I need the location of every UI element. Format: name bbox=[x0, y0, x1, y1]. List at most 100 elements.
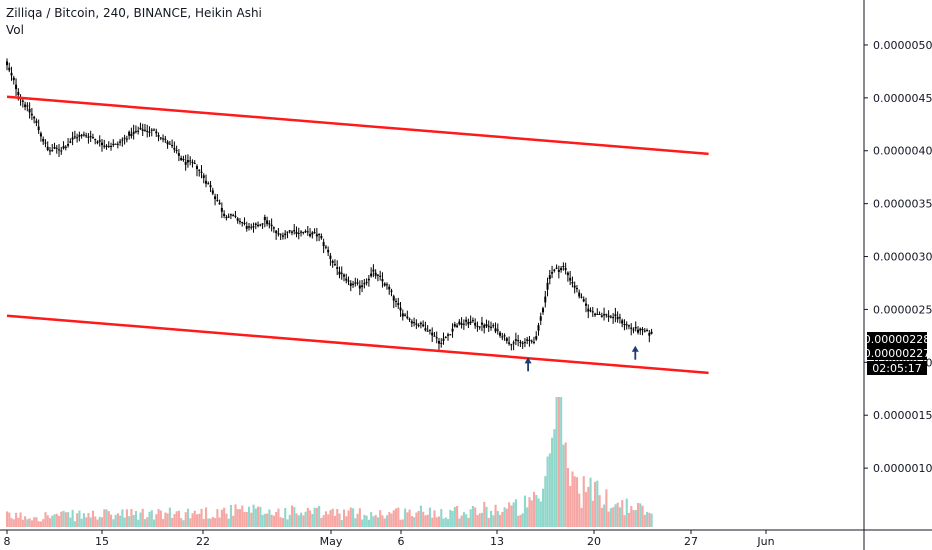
candle-body bbox=[564, 268, 567, 271]
volume-bar bbox=[342, 509, 346, 527]
volume-bar bbox=[295, 513, 298, 527]
candle-body bbox=[460, 323, 463, 325]
volume-bar bbox=[435, 517, 438, 527]
candle-body bbox=[266, 220, 269, 224]
volume-bar bbox=[207, 518, 210, 527]
volume-bar bbox=[388, 512, 391, 527]
marker-layer bbox=[524, 345, 639, 372]
volume-bar bbox=[146, 517, 149, 527]
candle-body bbox=[347, 280, 350, 282]
volume-bar bbox=[281, 518, 285, 527]
volume-bar bbox=[587, 486, 590, 527]
volume-bar bbox=[614, 504, 617, 527]
candle-body bbox=[453, 324, 456, 327]
volume-bar bbox=[530, 500, 533, 527]
candle-body bbox=[634, 326, 637, 329]
candle-body bbox=[198, 169, 201, 171]
candle-body bbox=[80, 134, 83, 136]
volume-bar bbox=[501, 511, 504, 527]
candle-body bbox=[435, 337, 438, 339]
volume-bar bbox=[48, 518, 52, 527]
candle-body bbox=[21, 100, 24, 102]
volume-bar bbox=[245, 512, 248, 527]
volume-bar bbox=[379, 510, 382, 527]
candle-body bbox=[87, 136, 90, 138]
candle-body bbox=[616, 316, 619, 320]
volume-bar bbox=[458, 518, 461, 527]
candle-body bbox=[17, 92, 20, 96]
volume-bar bbox=[225, 513, 228, 527]
candle-body bbox=[388, 286, 391, 290]
volume-bar bbox=[621, 500, 624, 527]
volume-bar bbox=[216, 509, 219, 527]
volume-bar bbox=[293, 507, 296, 527]
volume-bar bbox=[290, 505, 294, 527]
candle-body bbox=[259, 224, 262, 226]
candle-body bbox=[67, 144, 70, 146]
candle-body bbox=[627, 325, 630, 327]
candle-body bbox=[641, 328, 644, 330]
volume-bar bbox=[153, 519, 156, 527]
volume-bar bbox=[64, 512, 67, 527]
candle-body bbox=[157, 135, 160, 137]
price-tag-label: 02:05:17 bbox=[872, 362, 921, 375]
volume-bar bbox=[105, 509, 108, 527]
price-tag-bg bbox=[867, 346, 927, 360]
candle-body bbox=[164, 138, 167, 140]
volume-bar bbox=[98, 516, 101, 527]
volume-bar bbox=[306, 507, 309, 527]
volume-bar bbox=[21, 519, 24, 527]
candle-body bbox=[216, 200, 219, 202]
volume-bar bbox=[302, 515, 305, 527]
volume-bar bbox=[449, 509, 452, 527]
candle-body bbox=[600, 315, 603, 317]
volume-bar bbox=[456, 505, 459, 527]
volume-bar bbox=[447, 519, 450, 527]
candle-body bbox=[232, 215, 235, 217]
volume-bar bbox=[422, 511, 425, 527]
candle-body bbox=[134, 131, 137, 133]
candle-body bbox=[553, 269, 556, 271]
volume-bar bbox=[526, 507, 529, 527]
candle-body bbox=[456, 325, 459, 327]
volume-bar bbox=[311, 514, 314, 527]
candle-body bbox=[528, 339, 531, 341]
volume-bar bbox=[340, 520, 343, 527]
candle-body bbox=[263, 216, 266, 221]
candle-body bbox=[69, 141, 72, 143]
candle-body bbox=[517, 340, 520, 342]
volume-bar bbox=[150, 510, 153, 527]
candle-body bbox=[587, 308, 590, 312]
candle-body bbox=[381, 279, 384, 282]
candle-body bbox=[277, 233, 280, 235]
volume-bar bbox=[159, 510, 162, 527]
volume-bar bbox=[492, 515, 495, 527]
candle-body bbox=[422, 324, 425, 327]
volume-bar bbox=[415, 512, 418, 527]
candle-body bbox=[618, 317, 621, 319]
volume-bar bbox=[46, 515, 49, 527]
candle-body bbox=[625, 324, 628, 326]
x-tick-label: 13 bbox=[490, 535, 504, 548]
candle-body bbox=[367, 278, 370, 281]
volume-bar bbox=[157, 508, 160, 527]
candle-body bbox=[607, 315, 610, 318]
candle-body bbox=[166, 141, 169, 145]
volume-bar bbox=[191, 513, 194, 527]
volume-bar bbox=[474, 507, 477, 527]
volume-bar bbox=[327, 514, 330, 527]
volume-bar bbox=[28, 518, 31, 527]
volume-bar bbox=[272, 515, 275, 527]
candle-body bbox=[96, 141, 99, 144]
volume-bar bbox=[505, 508, 508, 527]
candle-body bbox=[189, 160, 192, 162]
volume-bar bbox=[171, 517, 174, 527]
volume-bar bbox=[315, 507, 318, 527]
candle-body bbox=[116, 143, 119, 145]
volume-bar bbox=[329, 510, 332, 527]
volume-bar bbox=[309, 510, 312, 527]
candle-body bbox=[103, 145, 106, 147]
